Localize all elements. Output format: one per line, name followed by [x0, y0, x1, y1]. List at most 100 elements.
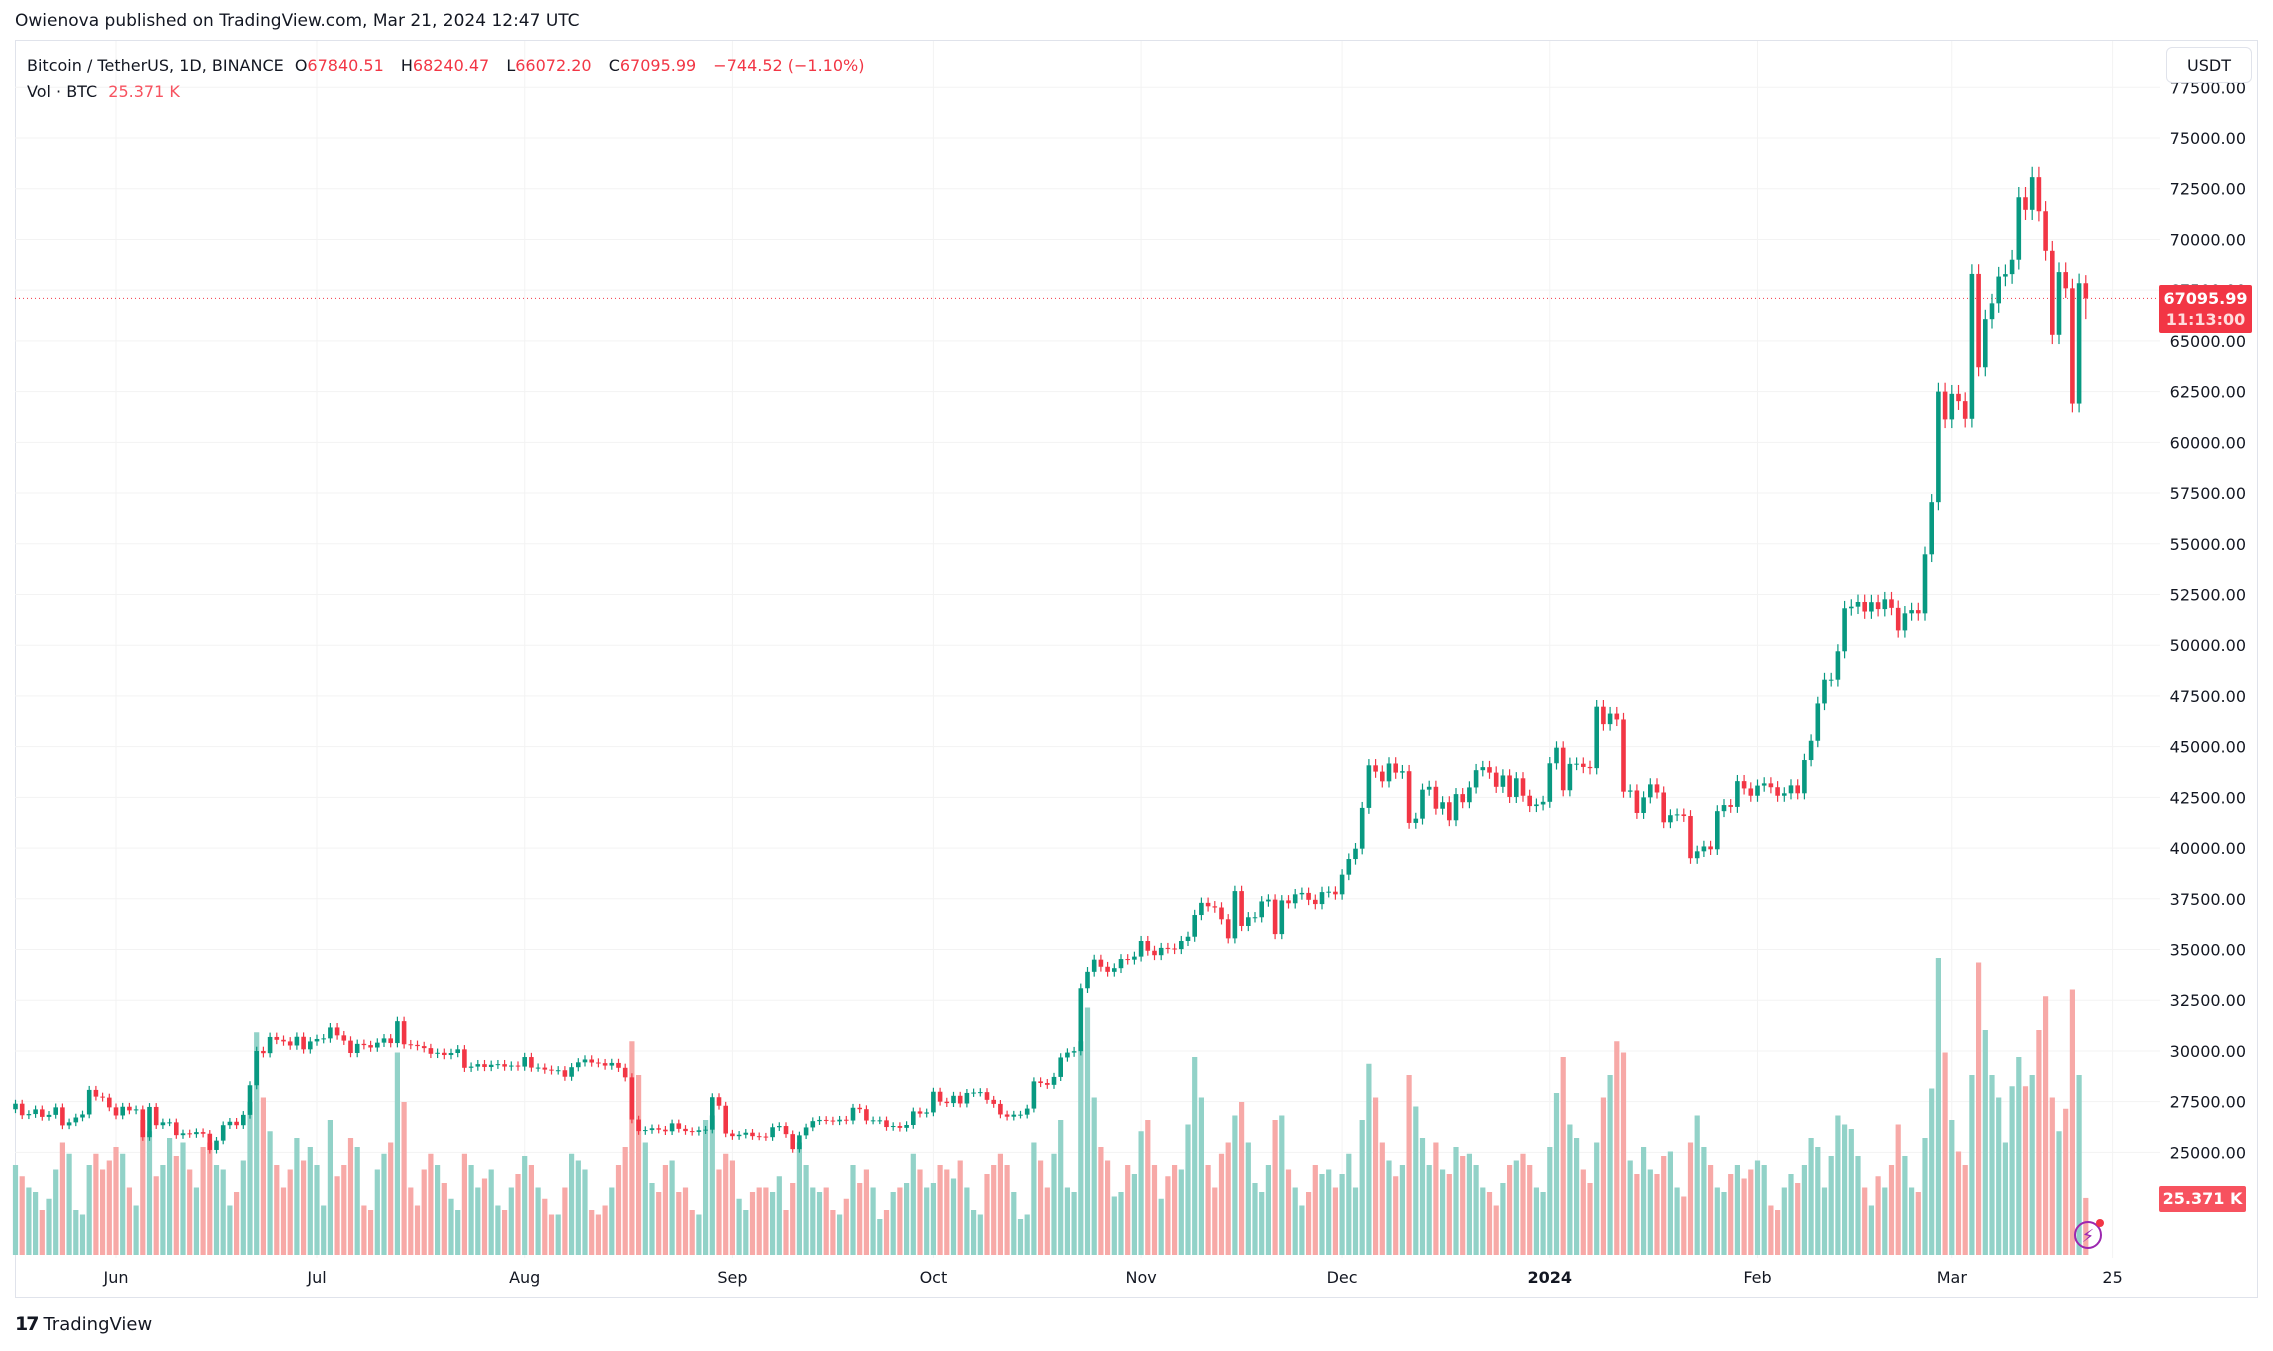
volume-bar	[19, 1176, 25, 1255]
price-tick-label: 65000.00	[2170, 332, 2246, 351]
candle-body	[1400, 771, 1405, 773]
candle-body	[964, 1092, 970, 1104]
candles	[13, 166, 2089, 1154]
volume-bar	[167, 1138, 173, 1255]
bar-countdown: 11:13:00	[2165, 310, 2246, 329]
volume-bar	[669, 1160, 675, 1255]
volume-tag: 25.371 K	[2159, 1186, 2246, 1212]
volume-bar	[629, 1041, 635, 1255]
volume-bar	[729, 1160, 735, 1255]
candle-body	[26, 1114, 32, 1116]
candle-body	[2023, 197, 2028, 210]
candle-body	[1138, 940, 1144, 957]
volume-bar	[1955, 1151, 1962, 1255]
notification-dot	[2096, 1219, 2104, 1227]
volume-bar	[1580, 1169, 1586, 1255]
candle-body	[1540, 801, 1546, 805]
volume-bar	[1627, 1160, 1633, 1255]
time-tick-label: Dec	[1327, 1268, 1358, 1287]
volume-bar	[1446, 1174, 1452, 1255]
candle-body	[1205, 902, 1211, 907]
volume-bar	[676, 1192, 682, 1255]
candle-body	[1346, 859, 1352, 875]
candle-body	[1192, 915, 1197, 937]
candle-body	[1467, 787, 1472, 803]
candle-body	[1648, 784, 1653, 798]
candle-body	[716, 1097, 722, 1106]
candle-body	[1882, 599, 1888, 610]
volume-bar	[455, 1210, 461, 1255]
candle-body	[187, 1133, 192, 1135]
volume-bar	[1842, 1124, 1848, 1255]
volume-bar	[12, 1165, 19, 1255]
volume-bar	[1795, 1183, 1801, 1255]
candle-body	[1393, 763, 1398, 773]
lightning-icon[interactable]: ⚡	[2074, 1219, 2104, 1249]
volume-bar	[816, 1192, 823, 1255]
volume-bar	[1413, 1106, 1419, 1255]
candle-body	[1969, 273, 1975, 419]
volume-bar	[475, 1187, 481, 1255]
candle-body	[1869, 602, 1874, 612]
volume-bar	[1855, 1156, 1861, 1255]
candle-body	[415, 1044, 420, 1047]
volume-label[interactable]: Vol · BTC	[27, 82, 98, 101]
volume-value: 25.371 K	[108, 82, 180, 101]
volume-bar	[1989, 1075, 1995, 1255]
volume-bar	[1272, 1120, 1278, 1255]
volume-bar	[240, 1160, 246, 1255]
candle-body	[1775, 787, 1780, 796]
candle-body	[220, 1125, 226, 1141]
low-label: L	[506, 56, 516, 75]
currency-button[interactable]: USDT	[2166, 47, 2252, 83]
volume-bar	[1453, 1147, 1459, 1255]
candle-body	[743, 1132, 749, 1135]
volume-bar	[1346, 1153, 1352, 1255]
volume-bar	[1701, 1147, 1707, 1255]
volume-bar	[957, 1160, 963, 1255]
candle-body	[763, 1136, 769, 1138]
price-tick-label: 32500.00	[2170, 991, 2246, 1010]
candle-body	[897, 1126, 903, 1128]
volume-bar	[1982, 1030, 1988, 1255]
candle-body	[1607, 713, 1613, 725]
last-price-tag: 67095.99 11:13:00	[2159, 285, 2252, 333]
candle-body	[1058, 1057, 1063, 1077]
volume-bar	[508, 1187, 514, 1255]
legend: Bitcoin / TetherUS, 1D, BINANCE O67840.5…	[27, 53, 871, 105]
volume-bar	[1828, 1156, 1834, 1255]
volume-bar	[991, 1165, 997, 1255]
candle-body	[1004, 1114, 1010, 1117]
volume-bar	[522, 1156, 528, 1255]
volume-bar	[1178, 1169, 1184, 1255]
candle-body	[944, 1101, 950, 1104]
candle-body	[247, 1085, 253, 1115]
volume-bar	[1433, 1142, 1439, 1255]
candle-body	[1929, 502, 1934, 555]
candle-body	[1125, 959, 1130, 961]
volume-bar	[1788, 1174, 1794, 1255]
volume-bar	[2056, 1131, 2062, 1255]
candle-body	[998, 1103, 1003, 1115]
candle-body	[917, 1111, 923, 1114]
candle-body	[1822, 679, 1827, 704]
volume-bar	[1044, 1187, 1050, 1255]
symbol-title[interactable]: Bitcoin / TetherUS, 1D, BINANCE	[27, 56, 284, 75]
candle-body	[750, 1132, 755, 1137]
footer-brand[interactable]: 17 TradingView	[15, 1313, 152, 1335]
volume-bar	[280, 1187, 287, 1255]
candle-body	[2029, 177, 2035, 210]
candle-body	[730, 1133, 735, 1137]
candle-body	[1453, 794, 1459, 821]
volume-bar	[334, 1176, 340, 1255]
time-tick-label: Jun	[103, 1268, 129, 1287]
candle-body	[1179, 940, 1184, 950]
volume-bar	[1507, 1165, 1513, 1255]
volume-bar	[1976, 962, 1982, 1255]
candle-body	[535, 1067, 541, 1069]
candle-body	[984, 1092, 990, 1100]
volume-bar	[1922, 1138, 1928, 1255]
volume-bar	[1915, 1192, 1921, 1255]
candle-body	[1728, 805, 1733, 807]
